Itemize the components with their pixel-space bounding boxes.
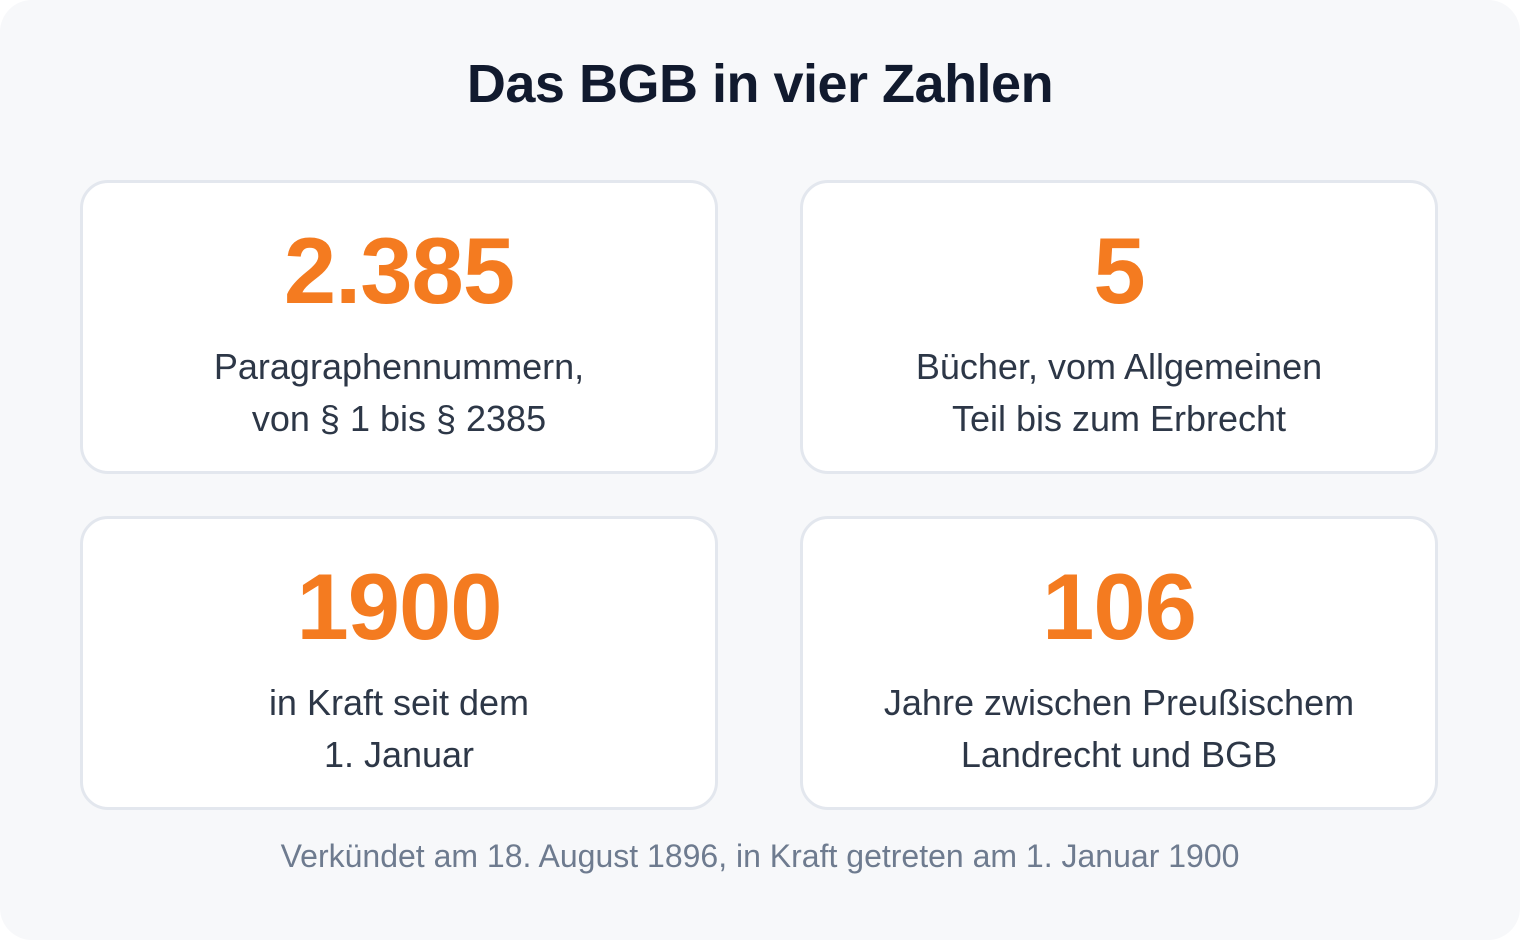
stat-card-year: 1900 in Kraft seit dem 1. Januar — [80, 516, 718, 810]
stat-value: 1900 — [296, 554, 502, 659]
stat-value: 2.385 — [283, 218, 515, 323]
stat-label-line: Jahre zwischen Preußischem — [883, 682, 1355, 723]
stat-label-line: von § 1 bis § 2385 — [251, 398, 547, 439]
stat-label-line: Paragraphennummern, — [213, 346, 585, 387]
stat-value: 5 — [1093, 218, 1145, 323]
stat-card-paragraphs: 2.385 Paragraphennummern, von § 1 bis § … — [80, 180, 718, 474]
stat-label: Jahre zwischen Preußischem Landrecht und… — [803, 677, 1435, 781]
stat-card-years-between: 106 Jahre zwischen Preußischem Landrecht… — [800, 516, 1438, 810]
stat-label-line: Bücher, vom Allgemeinen — [915, 346, 1323, 387]
stat-label: Paragraphennummern, von § 1 bis § 2385 — [83, 341, 715, 445]
stat-label: in Kraft seit dem 1. Januar — [83, 677, 715, 781]
stat-card-books: 5 Bücher, vom Allgemeinen Teil bis zum E… — [800, 180, 1438, 474]
stat-label-line: Landrecht und BGB — [960, 734, 1278, 775]
stat-label-line: in Kraft seit dem — [268, 682, 530, 723]
stat-label-line: Teil bis zum Erbrecht — [951, 398, 1287, 439]
page-title: Das BGB in vier Zahlen — [466, 54, 1054, 114]
stat-label-line: 1. Januar — [323, 734, 475, 775]
stat-value: 106 — [1042, 554, 1197, 659]
footer-note: Verkündet am 18. August 1896, in Kraft g… — [280, 838, 1240, 874]
stat-label: Bücher, vom Allgemeinen Teil bis zum Erb… — [803, 341, 1435, 445]
